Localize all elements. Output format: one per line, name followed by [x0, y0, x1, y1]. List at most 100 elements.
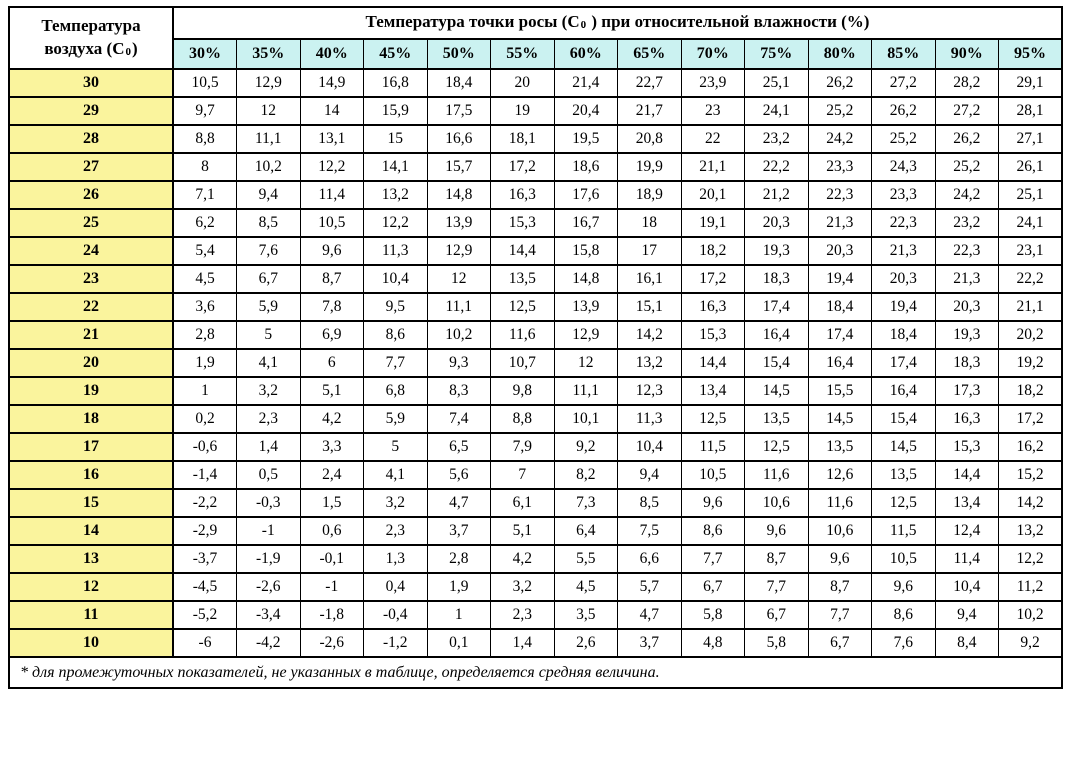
footnote: * для промежуточных показателей, не указ… [8, 656, 1063, 689]
table-row: 12 -4,5 -2,6 -1 0,4 1,9 3,2 4,5 5,7 6,7 7,7 8,7 9,6 1… [8, 572, 1063, 602]
dew-point-cell: -3,4 [236, 600, 301, 630]
dew-point-cell: 0,4 [363, 572, 428, 602]
dew-point-cell: 11,4 [934, 544, 999, 574]
air-temp-cell: 19 [8, 376, 174, 406]
dew-point-cell: 25,2 [807, 96, 872, 126]
dew-point-cell: 15,3 [680, 320, 745, 350]
dew-point-cell: 13,2 [998, 516, 1063, 546]
dew-point-cell: 5,1 [490, 516, 555, 546]
dew-point-cell: 13,1 [299, 124, 364, 154]
air-temp-cell: 26 [8, 180, 174, 210]
dew-point-cell: 19,3 [934, 320, 999, 350]
dew-point-cell: 10,2 [236, 152, 301, 182]
dew-point-cell: -0,1 [299, 544, 364, 574]
dew-point-cell: 15,4 [871, 404, 936, 434]
dew-point-cell: 13,5 [807, 432, 872, 462]
dew-point-cell: 8,6 [363, 320, 428, 350]
dew-point-cell: 8,3 [426, 376, 491, 406]
dew-point-cell: 22,3 [934, 236, 999, 266]
dew-point-cell: 20,3 [807, 236, 872, 266]
dew-point-cell: 4,5 [172, 264, 237, 294]
air-temp-cell: 23 [8, 264, 174, 294]
dew-point-cell: 6,7 [807, 628, 872, 658]
dew-point-cell: 17,3 [934, 376, 999, 406]
dew-point-cell: 5,8 [744, 628, 809, 658]
dew-point-cell: 6,6 [617, 544, 682, 574]
dew-point-cell: 18,4 [426, 68, 491, 98]
dew-point-cell: 8,7 [299, 264, 364, 294]
dew-point-cell: 2,3 [363, 516, 428, 546]
dew-point-cell: 14,8 [553, 264, 618, 294]
dew-point-cell: 8,8 [172, 124, 237, 154]
dew-point-cell: 20,1 [680, 180, 745, 210]
dew-point-cell: 19,2 [998, 348, 1063, 378]
dew-point-cell: 4,2 [490, 544, 555, 574]
dew-point-cell: -1,8 [299, 600, 364, 630]
dew-point-cell: 17,2 [490, 152, 555, 182]
dew-point-cell: 14,5 [744, 376, 809, 406]
dew-point-cell: 3,5 [553, 600, 618, 630]
dew-point-cell: 6 [299, 348, 364, 378]
dew-point-cell: 11,3 [363, 236, 428, 266]
dew-point-cell: 12,2 [998, 544, 1063, 574]
air-temp-cell: 25 [8, 208, 174, 238]
dew-point-cell: 9,2 [998, 628, 1063, 658]
table-row: 27 8 10,2 12,2 14,1 15,7 17,2 18,6 19,9 21,1 22,2 2… [8, 152, 1063, 182]
dew-point-cell: 10,5 [172, 68, 237, 98]
dew-point-cell: 14,8 [426, 180, 491, 210]
dew-point-cell: 15,3 [490, 208, 555, 238]
dew-point-cell: 21,1 [680, 152, 745, 182]
dew-point-cell: 6,1 [490, 488, 555, 518]
table-row: 14 -2,9 -1 0,6 2,3 3,7 5,1 6,4 7,5 8,6 9,6 10,6 11,5… [8, 516, 1063, 546]
dew-point-cell: 0,1 [426, 628, 491, 658]
dew-point-cell: 7,9 [490, 432, 555, 462]
title-row: Температура воздуха (C 0 ˇ) Температура то… [8, 6, 1063, 70]
dew-point-cell: 12,5 [680, 404, 745, 434]
dew-point-cell: 1 [172, 376, 237, 406]
dew-point-cell: 10,5 [871, 544, 936, 574]
dew-point-cell: 19,9 [617, 152, 682, 182]
dew-point-cell: 7,1 [172, 180, 237, 210]
air-temp-cell: 18 [8, 404, 174, 434]
dew-point-cell: 9,4 [617, 460, 682, 490]
air-temp-cell: 10 [8, 628, 174, 658]
dew-point-cell: 25,2 [871, 124, 936, 154]
dew-point-cell: 17,2 [998, 404, 1063, 434]
dew-point-cell: 28,2 [934, 68, 999, 98]
dew-point-cell: 13,4 [680, 376, 745, 406]
dew-point-cell: 15,2 [998, 460, 1063, 490]
dew-point-cell: -4,5 [172, 572, 237, 602]
dew-point-cell: 12 [426, 264, 491, 294]
air-temp-cell: 17 [8, 432, 174, 462]
dew-point-cell: 7,7 [807, 600, 872, 630]
table-row: 10 -6 -4,2 -2,6 -1,2 0,1 1,4 2,6 3,7 4,8 5,8 6,7 7,6… [8, 628, 1063, 658]
dew-point-cell: 1,9 [426, 572, 491, 602]
dew-point-cell: 1 [426, 600, 491, 630]
dew-point-cell: 6,7 [236, 264, 301, 294]
table-row: 18 0,2 2,3 4,2 5,9 7,4 8,8 10,1 11,3 12,5 13,5 14,5… [8, 404, 1063, 434]
air-temp-cell: 30 [8, 68, 174, 98]
dew-point-cell: 18,6 [553, 152, 618, 182]
dew-point-cell: 11,5 [871, 516, 936, 546]
dew-point-cell: 4,7 [617, 600, 682, 630]
dew-point-cell: 3,2 [363, 488, 428, 518]
dew-point-cell: 13,4 [934, 488, 999, 518]
dew-point-cell: 17 [617, 236, 682, 266]
dew-point-cell: 13,9 [426, 208, 491, 238]
dew-point-cell: 16,2 [998, 432, 1063, 462]
dew-point-cell: 23,1 [998, 236, 1063, 266]
dew-point-cell: 10,6 [744, 488, 809, 518]
dew-point-cell: -1 [236, 516, 301, 546]
dew-point-cell: 2,8 [172, 320, 237, 350]
dew-point-cell: 8,5 [617, 488, 682, 518]
dew-point-cell: 8,7 [807, 572, 872, 602]
dew-point-cell: 11,1 [553, 376, 618, 406]
dew-point-cell: 20 [490, 68, 555, 98]
dew-point-cell: 5,9 [236, 292, 301, 322]
dew-point-cell: -1 [299, 572, 364, 602]
dew-point-cell: 18,4 [871, 320, 936, 350]
dew-point-cell: 13,5 [744, 404, 809, 434]
dew-point-cell: 9,5 [363, 292, 428, 322]
dew-point-cell: 16,4 [807, 348, 872, 378]
dew-point-cell: 14,5 [807, 404, 872, 434]
